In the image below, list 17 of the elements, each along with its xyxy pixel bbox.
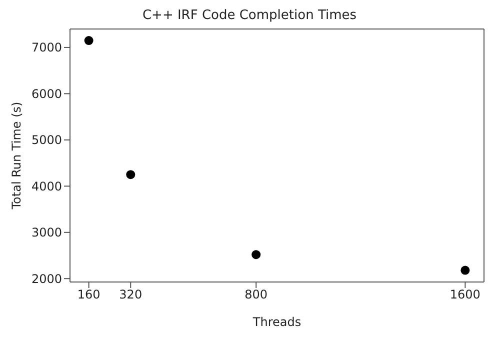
point xyxy=(252,250,261,260)
point xyxy=(84,36,94,46)
x-tick-label: 800 xyxy=(244,288,268,302)
point xyxy=(460,266,470,275)
chart-title: C++ IRF Code Completion Times xyxy=(141,8,358,23)
point xyxy=(126,170,136,180)
x-tick-label: 1600 xyxy=(450,288,480,302)
y-tick-label: 5000 xyxy=(31,133,62,148)
x-tick-label: 160 xyxy=(77,288,100,302)
y-tick-label: 3000 xyxy=(31,226,62,240)
x-tick-label: 320 xyxy=(119,288,142,302)
y-tick-label: 7000 xyxy=(31,40,62,55)
y-tick-label: 6000 xyxy=(31,86,62,101)
x-axis-title: Threads xyxy=(252,315,302,329)
y-tick-label: 2000 xyxy=(31,272,62,286)
y-tick-label: 4000 xyxy=(31,179,62,194)
y-axis-title: Total Run Time (s) xyxy=(9,102,24,210)
